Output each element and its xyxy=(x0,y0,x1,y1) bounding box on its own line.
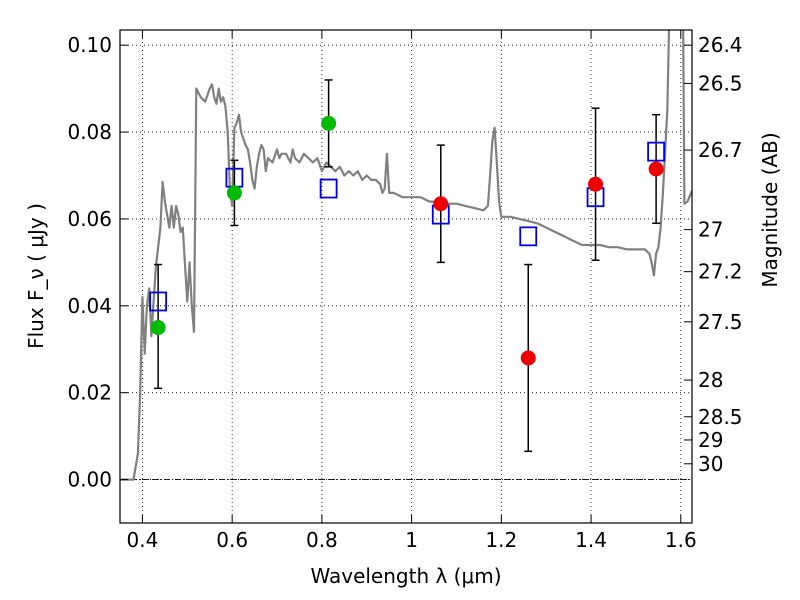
right-tick-label: 26.7 xyxy=(698,138,743,162)
y-tick-label: 0.04 xyxy=(67,294,112,318)
x-tick-label: 0.6 xyxy=(216,528,248,552)
y-tick-label: 0.08 xyxy=(67,120,112,144)
right-tick-label: 28.5 xyxy=(698,405,743,429)
green-data-point xyxy=(150,320,166,336)
x-tick-label: 1 xyxy=(405,528,418,552)
right-tick-label: 26.4 xyxy=(698,33,743,57)
right-tick-label: 30 xyxy=(698,452,723,476)
x-tick-label: 1.4 xyxy=(575,528,607,552)
x-tick-label: 0.8 xyxy=(306,528,338,552)
x-tick-label: 0.4 xyxy=(127,528,159,552)
model-photometry-square xyxy=(149,291,168,312)
green-data-point xyxy=(321,115,337,131)
x-tick-label: 1.2 xyxy=(485,528,517,552)
y-tick-label: 0.02 xyxy=(67,381,112,405)
right-axis-title: Magnitude (AB) xyxy=(758,132,782,287)
red-data-point xyxy=(520,350,536,366)
green-data-point xyxy=(226,185,242,201)
plot-frame xyxy=(119,29,693,524)
right-tick-label: 28 xyxy=(698,368,723,392)
right-tick-label: 27.5 xyxy=(698,310,743,334)
right-tick-label: 29 xyxy=(698,428,723,452)
right-tick-label: 27 xyxy=(698,218,723,242)
axis-ticks: 0.4 0.6 0.8 1 1.2 1.4 1.6 0.00 0.02 0.04 0.06 0.08 0… xyxy=(67,30,743,552)
grid xyxy=(120,30,692,523)
x-tick-label: 1.6 xyxy=(665,528,697,552)
model-photometry-square xyxy=(519,226,538,247)
right-tick-label: 27.2 xyxy=(698,260,743,284)
red-data-point xyxy=(433,196,449,212)
model-spectrum-line xyxy=(120,30,692,481)
model-photometry-square xyxy=(647,141,666,162)
model-photometry-square xyxy=(319,178,338,199)
red-data-point xyxy=(648,161,664,177)
x-axis-title: Wavelength λ (μm) xyxy=(310,564,501,588)
red-data-point xyxy=(588,176,604,192)
y-tick-label: 0.00 xyxy=(67,468,112,492)
right-tick-label: 26.5 xyxy=(698,71,743,95)
plot-area xyxy=(120,30,692,481)
y-axis-title: Flux F_ν ( μJy ) xyxy=(24,203,48,349)
y-tick-label: 0.06 xyxy=(67,207,112,231)
y-tick-label: 0.10 xyxy=(67,33,112,57)
